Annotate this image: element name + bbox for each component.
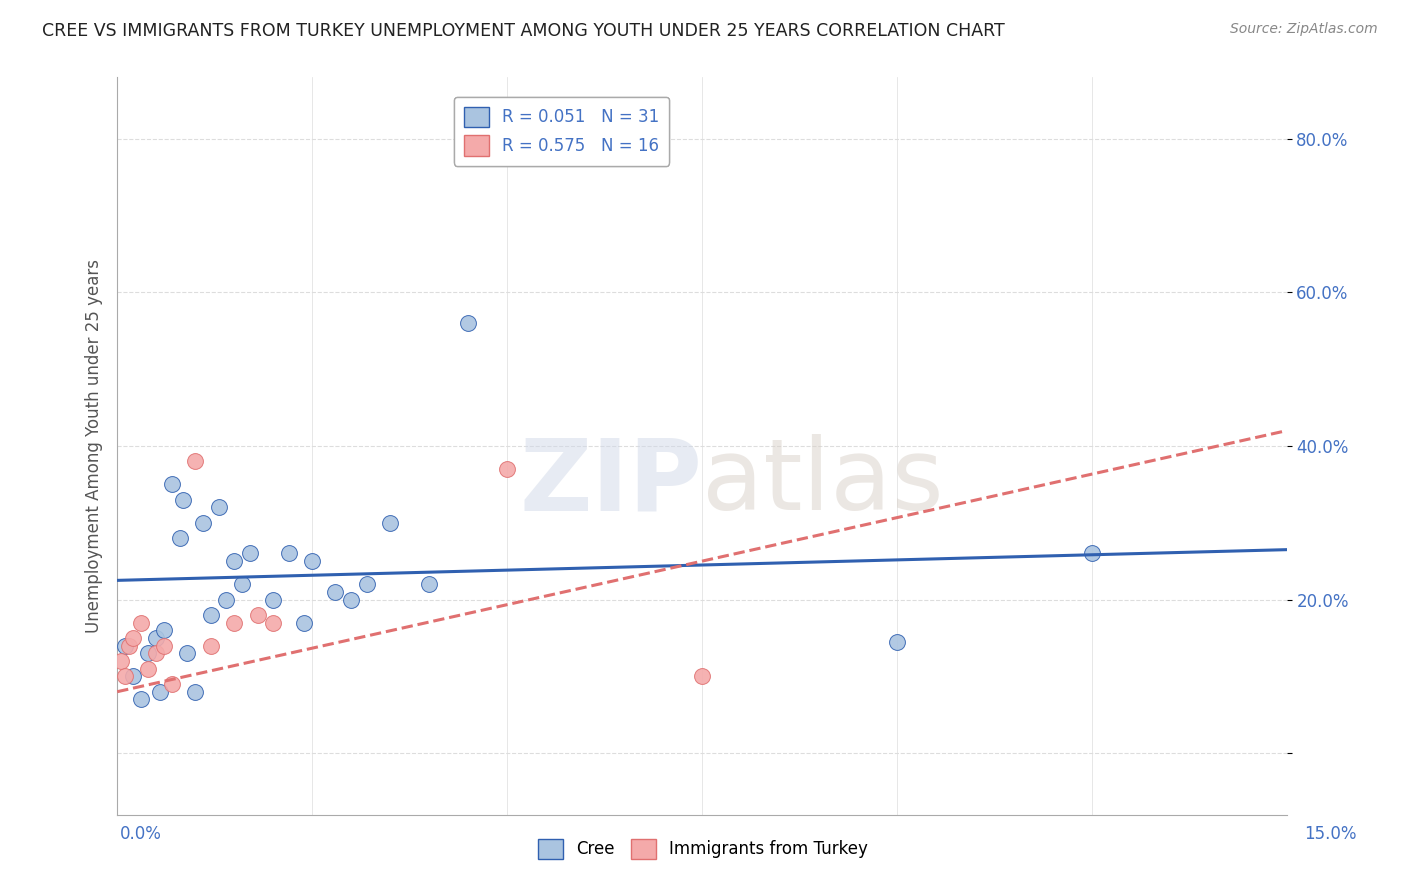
Point: [184, 684, 207, 698]
Point: [378, 516, 401, 530]
Point: [149, 684, 172, 698]
Point: [129, 615, 152, 630]
Text: Source: ZipAtlas.com: Source: ZipAtlas.com: [1230, 22, 1378, 37]
Point: [114, 669, 136, 683]
Text: 15.0%: 15.0%: [1305, 825, 1357, 843]
Point: [496, 462, 519, 476]
Point: [262, 592, 284, 607]
Point: [356, 577, 378, 591]
Text: ZIP: ZIP: [519, 434, 702, 532]
Point: [172, 492, 194, 507]
Point: [176, 646, 198, 660]
Point: [153, 639, 176, 653]
Point: [246, 607, 269, 622]
Point: [138, 646, 160, 660]
Point: [224, 554, 246, 568]
Point: [215, 592, 238, 607]
Point: [110, 654, 132, 668]
Legend: R = 0.051   N = 31, R = 0.575   N = 16: R = 0.051 N = 31, R = 0.575 N = 16: [454, 97, 669, 166]
Point: [145, 646, 167, 660]
Point: [277, 547, 299, 561]
Point: [129, 692, 152, 706]
Text: atlas: atlas: [702, 434, 943, 532]
Point: [184, 454, 207, 468]
Point: [118, 639, 141, 653]
Legend: Cree, Immigrants from Turkey: Cree, Immigrants from Turkey: [531, 832, 875, 866]
Text: CREE VS IMMIGRANTS FROM TURKEY UNEMPLOYMENT AMONG YOUTH UNDER 25 YEARS CORRELATI: CREE VS IMMIGRANTS FROM TURKEY UNEMPLOYM…: [42, 22, 1005, 40]
Point: [207, 500, 229, 515]
Y-axis label: Unemployment Among Youth under 25 years: Unemployment Among Youth under 25 years: [86, 259, 103, 633]
Point: [292, 615, 315, 630]
Point: [138, 662, 160, 676]
Point: [200, 607, 222, 622]
Point: [301, 554, 323, 568]
Point: [160, 677, 183, 691]
Point: [191, 516, 214, 530]
Point: [231, 577, 253, 591]
Point: [418, 577, 440, 591]
Point: [160, 477, 183, 491]
Point: [262, 615, 284, 630]
Point: [200, 639, 222, 653]
Point: [169, 531, 191, 545]
Text: 0.0%: 0.0%: [120, 825, 162, 843]
Point: [224, 615, 246, 630]
Point: [690, 669, 713, 683]
Point: [239, 547, 262, 561]
Point: [153, 624, 176, 638]
Point: [340, 592, 363, 607]
Point: [121, 631, 143, 645]
Point: [325, 585, 347, 599]
Point: [145, 631, 167, 645]
Point: [1080, 547, 1102, 561]
Point: [114, 639, 136, 653]
Point: [457, 316, 479, 330]
Point: [886, 635, 908, 649]
Point: [121, 669, 143, 683]
